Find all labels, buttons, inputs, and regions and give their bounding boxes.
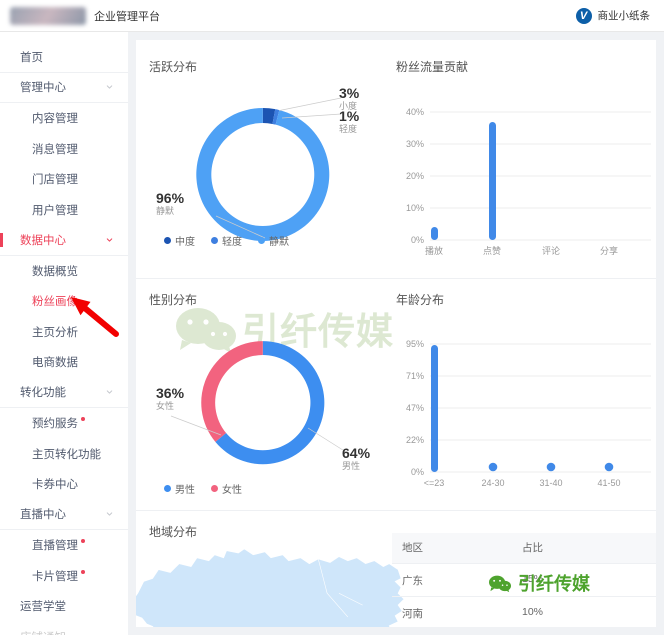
svg-text:点赞: 点赞: [483, 245, 501, 256]
svg-text:71%: 71%: [406, 371, 424, 381]
svg-text:评论: 评论: [542, 245, 560, 256]
svg-text:20%: 20%: [406, 171, 424, 181]
svg-text:31-40: 31-40: [539, 478, 562, 488]
svg-text:10%: 10%: [406, 203, 424, 213]
svg-text:30%: 30%: [406, 139, 424, 149]
svg-text:41-50: 41-50: [597, 478, 620, 488]
svg-text:<=23: <=23: [424, 478, 445, 488]
svg-text:0%: 0%: [411, 235, 424, 245]
svg-text:0%: 0%: [411, 467, 424, 477]
svg-text:47%: 47%: [406, 403, 424, 413]
svg-text:95%: 95%: [406, 339, 424, 349]
svg-text:分享: 分享: [600, 245, 618, 256]
svg-text:播放: 播放: [425, 245, 443, 256]
svg-text:22%: 22%: [406, 435, 424, 445]
svg-text:40%: 40%: [406, 107, 424, 117]
svg-text:24-30: 24-30: [481, 478, 504, 488]
